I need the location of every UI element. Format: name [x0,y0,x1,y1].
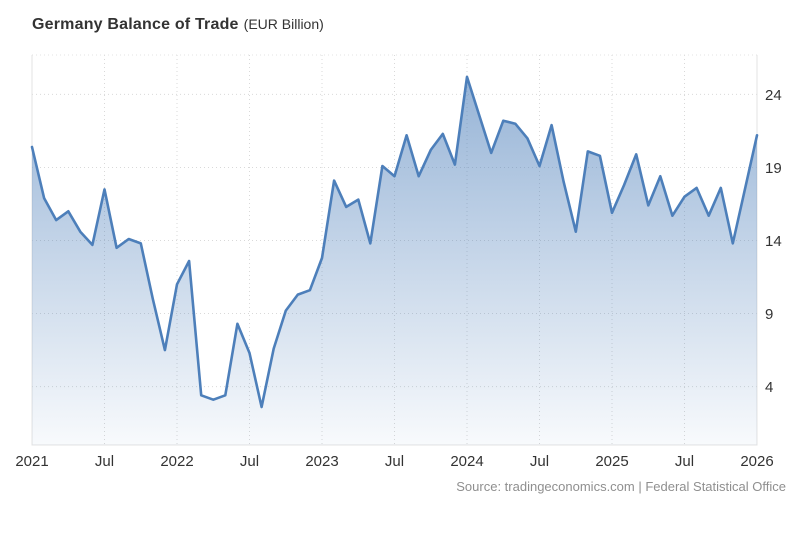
x-tick-label: Jul [240,453,259,470]
x-tick-label: Jul [385,453,404,470]
y-tick-label: 4 [765,379,773,396]
x-tick-label: 2021 [15,453,48,470]
y-tick-label: 19 [765,160,782,177]
chart-title-text: Germany Balance of Trade [32,16,239,33]
x-tick-label: 2025 [595,453,628,470]
source-attribution: Source: tradingeconomics.com | Federal S… [456,479,786,494]
y-tick-label: 9 [765,306,773,323]
x-tick-label: 2022 [160,453,193,470]
x-tick-label: Jul [530,453,549,470]
chart-title: Germany Balance of Trade (EUR Billion) [32,16,324,34]
x-tick-label: Jul [95,453,114,470]
area-fill [32,76,757,446]
trade-chart-svg[interactable]: 4 9 14 19 24 2021 Jul 2022 Jul 2023 Jul 2024 Jul 2025… [0,0,800,474]
chart-title-unit: (EUR Billion) [243,16,324,32]
x-tick-label: 2024 [450,453,483,470]
x-tick-label: 2026 [740,453,773,470]
x-tick-label: Jul [675,453,694,470]
y-tick-label: 14 [765,233,782,250]
x-tick-label: 2023 [305,453,338,470]
y-tick-label: 24 [765,87,782,104]
data-line[interactable] [30,75,759,409]
